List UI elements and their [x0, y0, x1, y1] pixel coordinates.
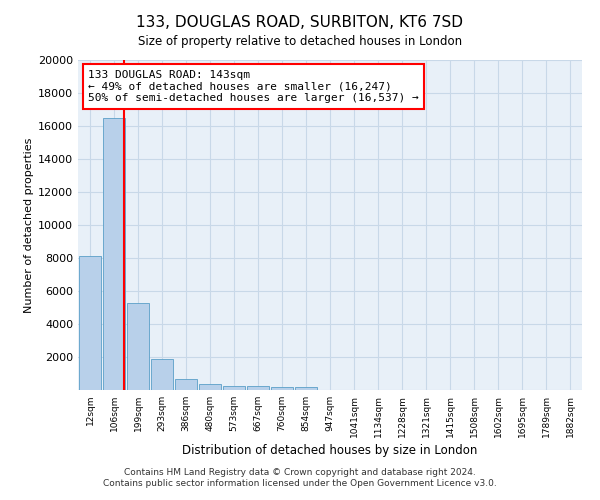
Y-axis label: Number of detached properties: Number of detached properties [24, 138, 34, 312]
X-axis label: Distribution of detached houses by size in London: Distribution of detached houses by size … [182, 444, 478, 457]
Bar [79, 256, 101, 390]
Text: Size of property relative to detached houses in London: Size of property relative to detached ho… [138, 35, 462, 48]
Text: Contains HM Land Registry data © Crown copyright and database right 2024.
Contai: Contains HM Land Registry data © Crown c… [103, 468, 497, 487]
Bar [295, 388, 317, 390]
Bar [223, 386, 245, 390]
Bar [247, 386, 269, 390]
Bar [127, 302, 149, 390]
Text: 133, DOUGLAS ROAD, SURBITON, KT6 7SD: 133, DOUGLAS ROAD, SURBITON, KT6 7SD [137, 15, 464, 30]
Bar [103, 118, 125, 390]
Bar [271, 387, 293, 390]
Bar [175, 380, 197, 390]
Bar [199, 384, 221, 390]
Bar [151, 360, 173, 390]
Text: 133 DOUGLAS ROAD: 143sqm
← 49% of detached houses are smaller (16,247)
50% of se: 133 DOUGLAS ROAD: 143sqm ← 49% of detach… [88, 70, 419, 103]
